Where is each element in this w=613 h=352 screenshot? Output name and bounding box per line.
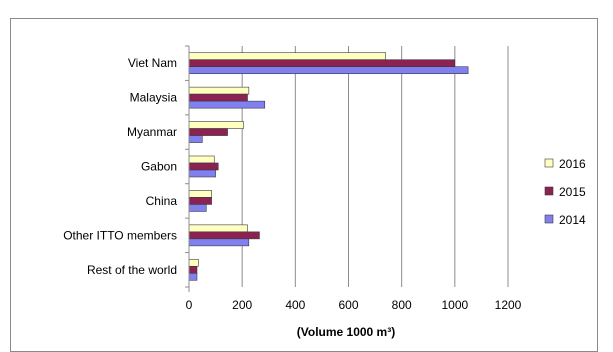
bar-2015	[188, 265, 198, 274]
bar-2016	[188, 52, 387, 61]
bar-2014	[188, 204, 207, 212]
legend-swatch	[544, 186, 554, 196]
x-tick-label: 1000	[441, 298, 468, 312]
bar-2016	[188, 121, 244, 129]
legend-label: 2016	[559, 157, 586, 171]
bar-2016	[188, 224, 248, 233]
bar-2014	[188, 238, 250, 247]
bar-2015	[188, 231, 260, 240]
x-tick-label: 400	[285, 298, 305, 312]
legend-label: 2015	[559, 185, 586, 199]
grid-layer	[241, 46, 509, 287]
x-tick-label: 0	[186, 298, 193, 312]
legend: 2016 2015 2014	[544, 157, 586, 227]
bar-2014	[188, 66, 469, 75]
axis-layer: 0 200 400 600 800 1000 1200	[185, 45, 522, 312]
category-label: Myanmar	[127, 125, 177, 139]
bar-2014	[188, 169, 216, 178]
bar-2016	[188, 155, 215, 164]
x-tick-label: 800	[392, 298, 412, 312]
bar-2014	[188, 272, 198, 281]
legend-swatch	[544, 158, 554, 168]
x-tick-label: 1200	[495, 298, 522, 312]
category-label: Malaysia	[130, 91, 178, 105]
labels-layer: Viet Nam Malaysia Myanmar Gabon China Other I…	[63, 56, 177, 277]
bar-2015	[188, 128, 228, 136]
bar-2015	[188, 59, 456, 68]
bar-2015	[188, 197, 212, 205]
bar-2016	[188, 258, 199, 267]
category-label: Other ITTO members	[63, 228, 177, 242]
bar-2016	[188, 190, 212, 198]
legend-swatch	[544, 214, 554, 224]
category-label: Rest of the world	[87, 263, 177, 277]
x-tick-label: 600	[338, 298, 358, 312]
category-label: China	[146, 194, 178, 208]
x-tick-label: 200	[232, 298, 252, 312]
x-axis-title: (Volume 1000 m³)	[297, 325, 395, 339]
bar-2016	[188, 86, 250, 95]
bar-2014	[188, 135, 203, 143]
bars-layer	[188, 52, 469, 281]
legend-label: 2014	[559, 213, 586, 227]
category-label: Viet Nam	[128, 56, 177, 70]
category-label: Gabon	[141, 160, 177, 174]
bar-2015	[188, 162, 219, 171]
bar-2015	[188, 93, 248, 102]
bar-2014	[188, 100, 266, 109]
